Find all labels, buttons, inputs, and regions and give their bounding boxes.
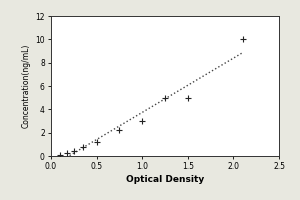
Y-axis label: Concentration(ng/mL): Concentration(ng/mL) [22, 44, 31, 128]
X-axis label: Optical Density: Optical Density [126, 175, 204, 184]
